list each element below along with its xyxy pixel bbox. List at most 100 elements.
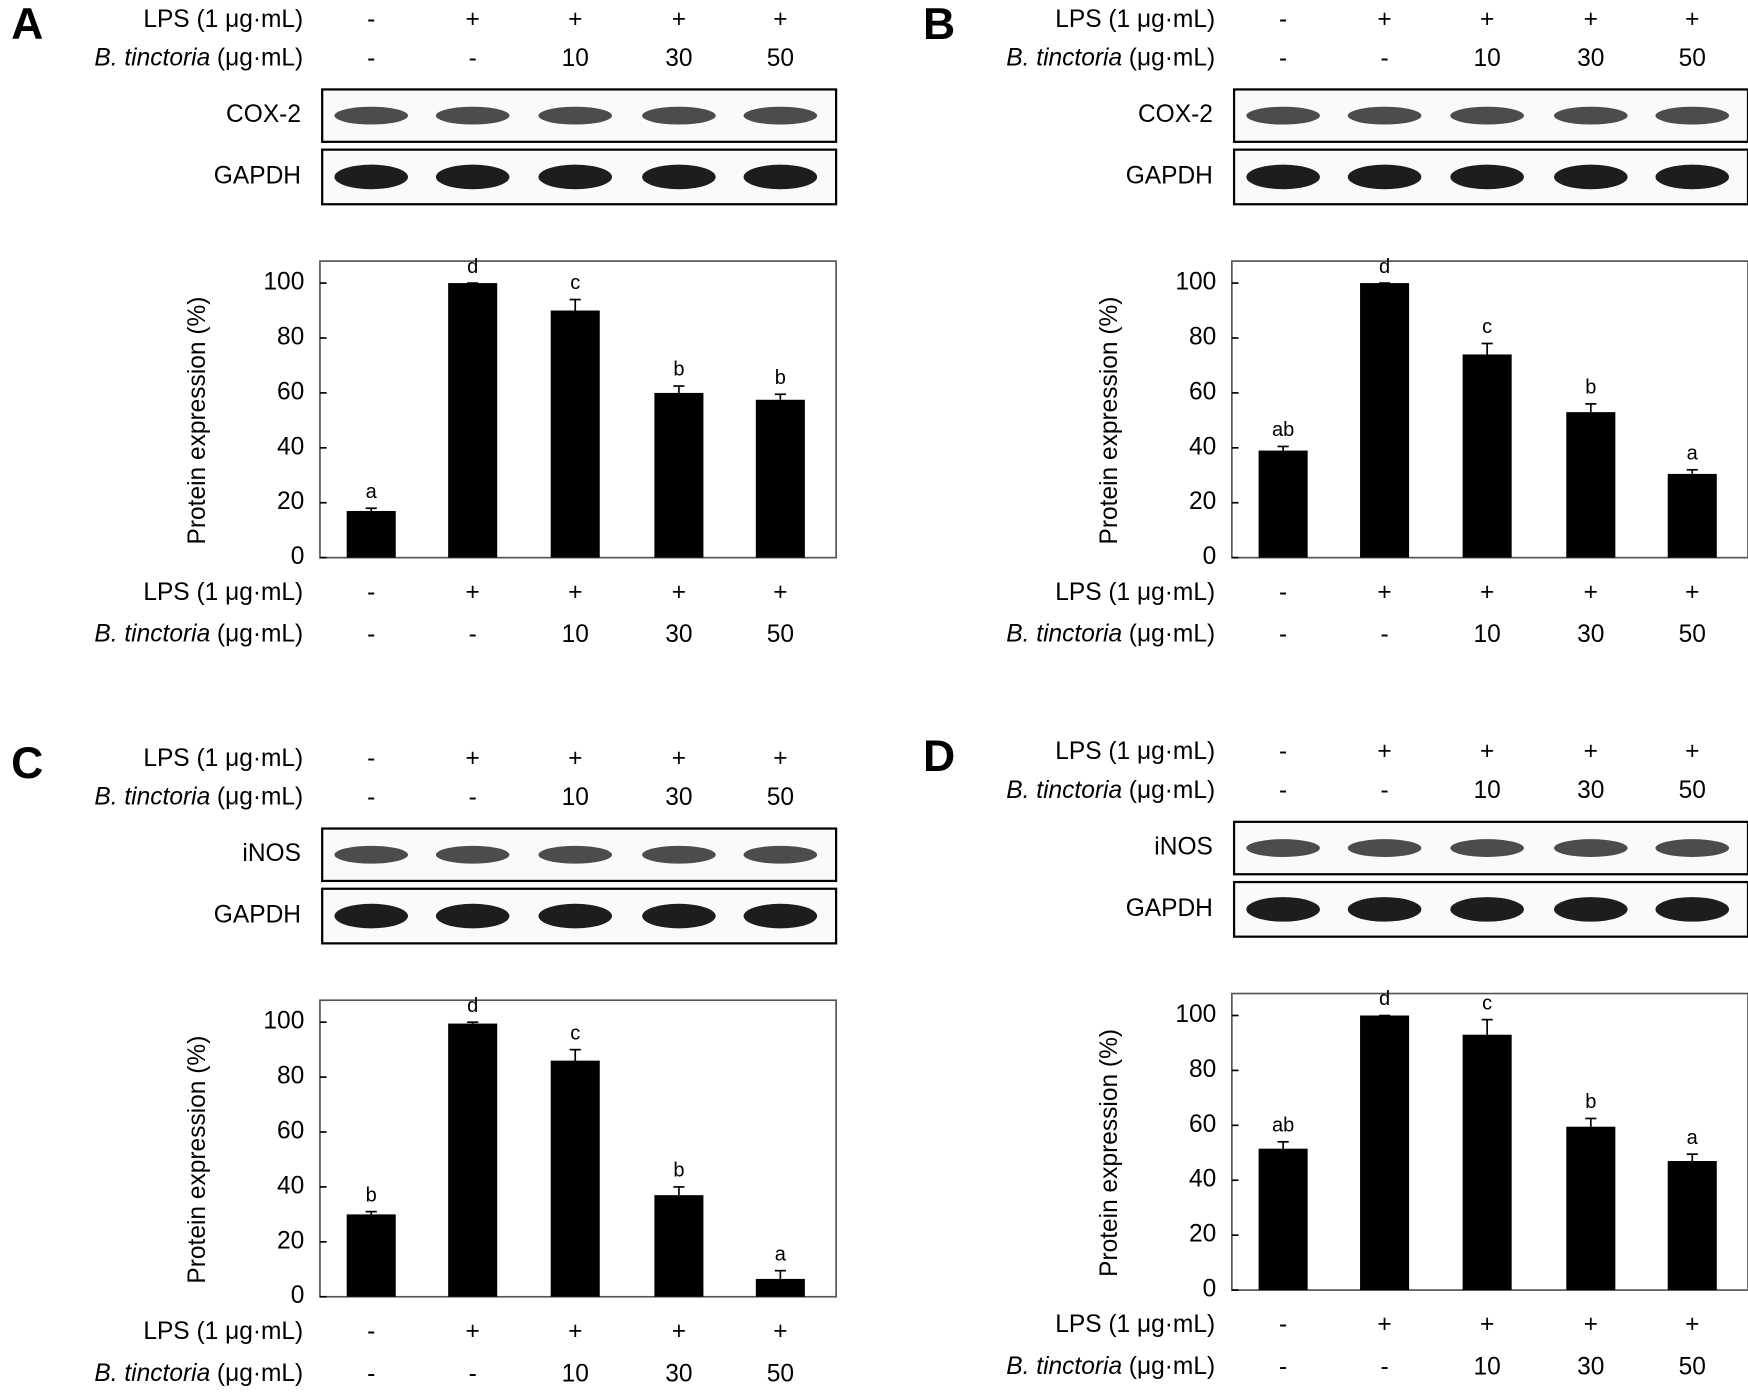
significance-label: a bbox=[366, 481, 378, 503]
y-axis-label: Protein expression (%) bbox=[1096, 1029, 1123, 1277]
y-tick-label: 100 bbox=[1175, 269, 1216, 296]
y-tick-label: 60 bbox=[1189, 378, 1216, 405]
blot-band bbox=[1450, 839, 1524, 857]
lps-value: + bbox=[1480, 6, 1494, 33]
y-tick-label: 40 bbox=[1189, 433, 1216, 460]
blot-band bbox=[1246, 839, 1320, 857]
dose-value: 50 bbox=[1679, 621, 1706, 648]
panel: B LPS (1 μg·mL) B. tinctoria (μg·mL) - - + - +10… bbox=[923, 0, 1748, 648]
y-tick-label: 60 bbox=[277, 378, 304, 405]
blot-label: GAPDH bbox=[1126, 162, 1213, 189]
drug-unit: (μg·mL) bbox=[217, 621, 303, 648]
blot-band bbox=[1554, 839, 1628, 857]
error-bar bbox=[1585, 403, 1597, 413]
y-tick-label: 100 bbox=[1175, 1001, 1216, 1028]
dose-value: 30 bbox=[665, 1360, 692, 1387]
dose-label: B. tinctoria (μg·mL) bbox=[94, 1360, 303, 1387]
bar bbox=[1258, 450, 1308, 558]
dose-value: - bbox=[1380, 1354, 1388, 1381]
blot-band bbox=[334, 164, 409, 190]
error-bar bbox=[569, 1048, 581, 1061]
lps-value: + bbox=[1685, 6, 1699, 33]
blot-band bbox=[642, 845, 716, 864]
drug-unit: (μg·mL) bbox=[1129, 621, 1215, 648]
dose-value: - bbox=[469, 1360, 477, 1387]
error-bar bbox=[1481, 342, 1493, 355]
blot-band bbox=[1554, 164, 1628, 190]
blot-band bbox=[1347, 106, 1422, 125]
y-tick-label: 80 bbox=[277, 323, 304, 350]
dose-value: - bbox=[367, 784, 375, 811]
drug-name: B. tinctoria bbox=[94, 784, 210, 811]
lps-value: - bbox=[1279, 579, 1287, 606]
lps-value: + bbox=[1480, 1311, 1494, 1338]
y-tick-label: 80 bbox=[277, 1063, 304, 1090]
lps-value: + bbox=[1377, 579, 1391, 606]
dose-label: B. tinctoria (μg·mL) bbox=[94, 621, 303, 648]
dose-value: - bbox=[1279, 621, 1287, 648]
dose-value: 10 bbox=[562, 621, 589, 648]
bar bbox=[448, 283, 498, 558]
y-tick-label: 0 bbox=[1203, 1276, 1217, 1303]
dose-value: - bbox=[469, 45, 477, 72]
lps-value: + bbox=[773, 1318, 787, 1345]
drug-unit: (μg·mL) bbox=[1129, 1354, 1215, 1381]
dose-value: 50 bbox=[767, 784, 794, 811]
error-bar bbox=[774, 1269, 786, 1279]
lps-value: + bbox=[1685, 579, 1699, 606]
lps-value: + bbox=[672, 579, 686, 606]
blot-band bbox=[435, 164, 510, 190]
significance-label: c bbox=[1482, 316, 1492, 338]
lps-value: - bbox=[367, 1318, 375, 1345]
lps-value: + bbox=[1377, 738, 1391, 765]
blot-label: GAPDH bbox=[214, 162, 301, 189]
lps-value: + bbox=[1377, 6, 1391, 33]
blot-band bbox=[642, 164, 716, 190]
drug-unit: (μg·mL) bbox=[1129, 777, 1215, 804]
significance-label: c bbox=[1482, 992, 1492, 1014]
lps-value: - bbox=[1279, 738, 1287, 765]
significance-label: c bbox=[570, 1022, 580, 1044]
lps-label: LPS (1 μg·mL) bbox=[1055, 6, 1215, 33]
bar bbox=[346, 510, 396, 558]
dose-value: 30 bbox=[665, 45, 692, 72]
panel-label: C bbox=[11, 739, 43, 788]
lps-label: LPS (1 μg·mL) bbox=[1055, 579, 1215, 606]
dose-value: - bbox=[469, 621, 477, 648]
y-tick-label: 20 bbox=[277, 488, 304, 515]
dose-label: B. tinctoria (μg·mL) bbox=[1006, 45, 1215, 72]
dose-value: - bbox=[1279, 1354, 1287, 1381]
lps-value: + bbox=[466, 6, 480, 33]
dose-value: 50 bbox=[767, 1360, 794, 1387]
significance-label: b bbox=[1585, 1091, 1596, 1113]
dose-label: B. tinctoria (μg·mL) bbox=[94, 45, 303, 72]
bar bbox=[1566, 412, 1616, 558]
blot-band bbox=[743, 903, 818, 929]
blot-band bbox=[1655, 106, 1730, 125]
significance-label: d bbox=[467, 995, 478, 1017]
error-bar bbox=[673, 385, 685, 393]
panel: C LPS (1 μg·mL) B. tinctoria (μg·mL) - - + - +10… bbox=[11, 739, 838, 1387]
y-tick-label: 40 bbox=[277, 1172, 304, 1199]
lps-value: + bbox=[1480, 738, 1494, 765]
blot-band bbox=[1347, 164, 1422, 190]
error-bar bbox=[365, 507, 377, 511]
bar bbox=[1667, 473, 1717, 558]
dose-value: 10 bbox=[562, 45, 589, 72]
drug-name: B. tinctoria bbox=[94, 621, 210, 648]
blot-band bbox=[642, 106, 716, 125]
bar bbox=[654, 1195, 704, 1297]
dose-value: - bbox=[1380, 45, 1388, 72]
dose-value: 50 bbox=[767, 45, 794, 72]
drug-name: B. tinctoria bbox=[1006, 45, 1122, 72]
lps-value: + bbox=[1685, 738, 1699, 765]
drug-unit: (μg·mL) bbox=[1129, 45, 1215, 72]
dose-value: 10 bbox=[562, 1360, 589, 1387]
y-tick-label: 100 bbox=[263, 1008, 304, 1035]
lps-value: - bbox=[367, 745, 375, 772]
blot-band bbox=[1246, 106, 1320, 125]
panel: D LPS (1 μg·mL) B. tinctoria (μg·mL) - - + - +10… bbox=[923, 732, 1748, 1381]
significance-label: b bbox=[673, 1160, 684, 1182]
error-bar bbox=[1686, 468, 1698, 474]
